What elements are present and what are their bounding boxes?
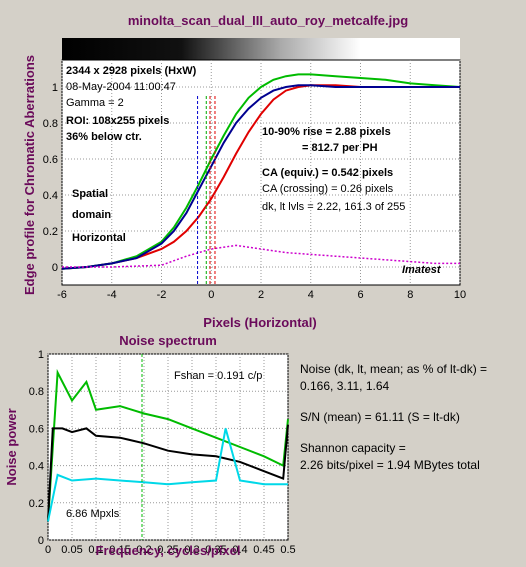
ann-rise2: = 812.7 per PH bbox=[302, 142, 378, 154]
noise-xtick-6: 0.3 bbox=[184, 544, 199, 556]
ann-roi: ROI: 108x255 pixels bbox=[66, 115, 169, 127]
ann-spatial: Spatial bbox=[72, 188, 108, 200]
edge-ticks: -6 -4 -2 0 2 4 6 8 10 0 0.2 0.4 0.6 0.8 1 bbox=[43, 82, 466, 301]
edge-xtick-3: 0 bbox=[208, 289, 214, 301]
gradient-strip bbox=[62, 38, 460, 60]
noise-xtick-5: 0.25 bbox=[157, 544, 178, 556]
edge-ytick-3: 0.6 bbox=[43, 154, 58, 166]
noise-ytick-3: 0.6 bbox=[29, 423, 44, 435]
noise-xtick-1: 0.05 bbox=[61, 544, 82, 556]
edge-xtick-0: -6 bbox=[57, 289, 67, 301]
ann-date: 08-May-2004 11:00:47 bbox=[66, 81, 176, 93]
edge-series-magenta bbox=[62, 244, 460, 268]
edge-ytick-5: 1 bbox=[52, 82, 58, 94]
shannon-1: Shannon capacity = bbox=[300, 441, 406, 455]
noise-xtick-2: 0.1 bbox=[88, 544, 103, 556]
edge-series-green bbox=[61, 73, 461, 270]
noise-series-cyan bbox=[47, 428, 288, 522]
edge-xtick-2: -2 bbox=[157, 289, 167, 301]
edge-ylabel: Edge profile for Chromatic Aberrations bbox=[22, 55, 37, 295]
noise-ticks: 0 0.05 0.1 0.15 0.2 0.25 0.3 0.35 0.4 0.45 0.5 0 0.2… bbox=[29, 349, 296, 556]
noise-title: Noise spectrum bbox=[119, 333, 217, 348]
edge-series-blue bbox=[61, 84, 460, 270]
noise-ytick-1: 0.2 bbox=[29, 498, 44, 510]
mpxls-label: 6.86 Mpxls bbox=[66, 508, 120, 520]
ann-ca-equiv: CA (equiv.) = 0.542 pixels bbox=[262, 167, 393, 179]
figure-title: minolta_scan_dual_III_auto_roy_metcalfe.… bbox=[128, 13, 408, 28]
edge-ytick-2: 0.4 bbox=[43, 190, 58, 202]
ann-domain: domain bbox=[72, 209, 111, 221]
noise-stats-1: Noise (dk, lt, mean; as % of lt-dk) = bbox=[300, 362, 487, 376]
noise-xtick-10: 0.5 bbox=[280, 544, 295, 556]
noise-grid bbox=[47, 353, 289, 541]
edge-lines bbox=[61, 73, 461, 270]
ann-rise1: 10-90% rise = 2.88 pixels bbox=[262, 126, 391, 138]
noise-xtick-8: 0.4 bbox=[232, 544, 247, 556]
edge-xtick-1: -4 bbox=[107, 289, 117, 301]
noise-lines bbox=[47, 368, 289, 522]
ann-below: 36% below ctr. bbox=[66, 131, 142, 143]
edge-xtick-6: 6 bbox=[357, 289, 363, 301]
edge-grid bbox=[61, 60, 461, 285]
edge-ytick-1: 0.2 bbox=[43, 226, 58, 238]
noise-stats-2: 0.166, 3.11, 1.64 bbox=[300, 379, 390, 393]
ann-gamma: Gamma = 2 bbox=[66, 97, 124, 109]
edge-xtick-4: 2 bbox=[258, 289, 264, 301]
noise-series-black bbox=[47, 424, 289, 522]
noise-series-green bbox=[47, 368, 289, 522]
noise-xtick-7: 0.35 bbox=[205, 544, 226, 556]
edge-xlabel: Pixels (Horizontal) bbox=[203, 315, 316, 330]
noise-xtick-0: 0 bbox=[45, 544, 51, 556]
noise-ytick-4: 0.8 bbox=[29, 386, 44, 398]
ann-horizontal: Horizontal bbox=[72, 232, 126, 244]
edge-ytick-4: 0.8 bbox=[43, 118, 58, 130]
edge-vlines bbox=[197, 96, 216, 285]
imatest-brand: Imatest bbox=[402, 264, 442, 276]
ann-size: 2344 x 2928 pixels (HxW) bbox=[66, 65, 197, 77]
shannon-2: 2.26 bits/pixel = 1.94 MBytes total bbox=[300, 458, 480, 472]
noise-ytick-0: 0 bbox=[38, 535, 44, 547]
noise-xlabel: Frequency, cycles/pixel bbox=[96, 543, 241, 558]
noise-ytick-5: 1 bbox=[38, 349, 44, 361]
noise-xtick-9: 0.45 bbox=[253, 544, 274, 556]
edge-ytick-0: 0 bbox=[52, 262, 58, 274]
noise-xtick-3: 0.15 bbox=[109, 544, 130, 556]
edge-xtick-5: 4 bbox=[308, 289, 314, 301]
edge-xtick-8: 10 bbox=[454, 289, 466, 301]
edge-xtick-7: 8 bbox=[407, 289, 413, 301]
ann-dk-lt: dk, lt lvls = 2.22, 161.3 of 255 bbox=[262, 201, 405, 213]
ann-ca-cross: CA (crossing) = 0.26 pixels bbox=[262, 183, 394, 195]
noise-ylabel: Noise power bbox=[4, 408, 19, 485]
sn-stat: S/N (mean) = 61.11 (S = lt-dk) bbox=[300, 410, 460, 424]
noise-xtick-4: 0.2 bbox=[136, 544, 151, 556]
noise-ytick-2: 0.4 bbox=[29, 461, 44, 473]
fshan-label: Fshan = 0.191 c/p bbox=[174, 370, 262, 382]
